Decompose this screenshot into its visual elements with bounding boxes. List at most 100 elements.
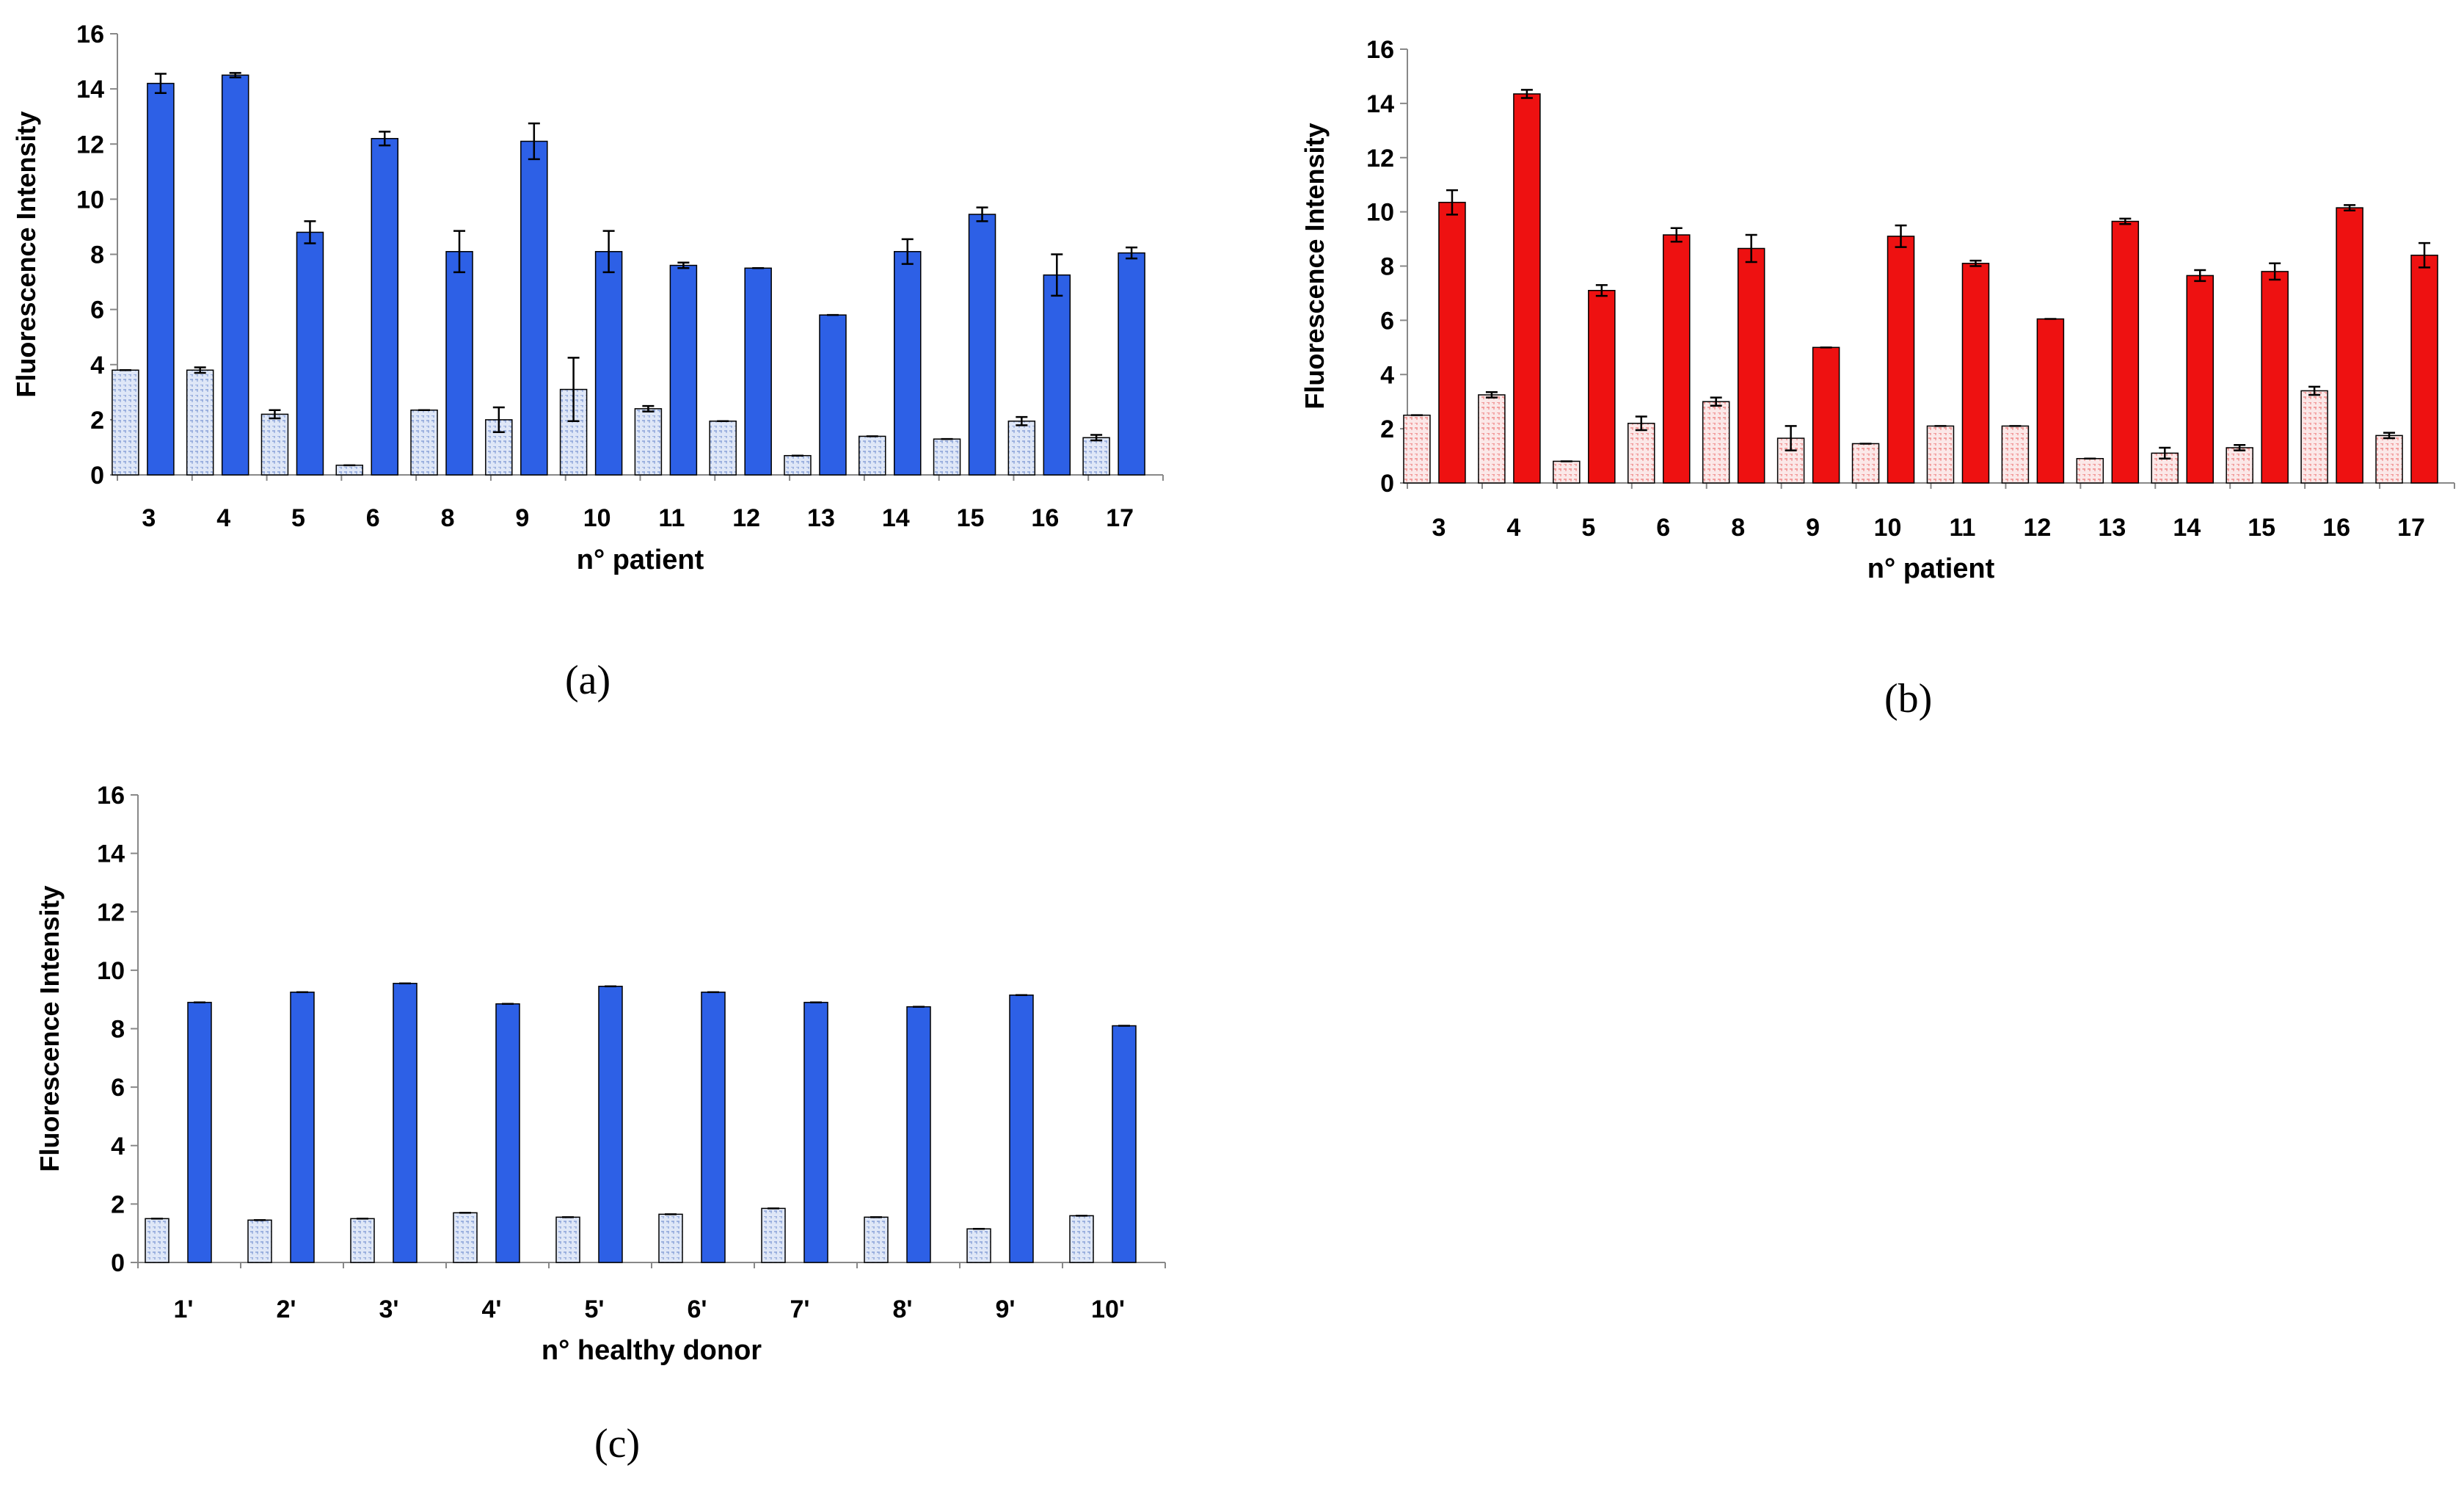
y-axis-title: Fluorescence Intensity: [11, 111, 41, 397]
bar-treated: [1812, 346, 1840, 484]
bar-treated: [296, 231, 324, 476]
y-tick-label: 10: [1366, 199, 1394, 227]
bar-control: [709, 421, 737, 476]
y-tick-label: 8: [1380, 253, 1394, 281]
bar-treated: [1112, 1025, 1137, 1263]
chart-b: 0 2 4 6 8 10 12 14 16 Fluorescence Intensity n° pa…: [1300, 36, 2455, 584]
x-tick-label: 16: [2322, 514, 2350, 542]
bar-control: [247, 1219, 272, 1263]
x-tick-label: 15: [2248, 514, 2275, 542]
x-tick-label: 6: [366, 504, 380, 532]
x-tick-label: 13: [807, 504, 835, 532]
y-tick-label: 4: [90, 352, 104, 379]
bar-control: [453, 1212, 478, 1263]
bar-control: [1082, 437, 1110, 476]
bar-control: [335, 465, 363, 476]
x-tick-label: 9': [996, 1295, 1016, 1323]
bar-treated: [1737, 247, 1765, 484]
x-tick-label: 4: [216, 504, 230, 532]
y-tick-label: 12: [76, 131, 104, 159]
x-axis-title: n° patient: [1867, 553, 1995, 584]
y-tick-label: 10: [76, 186, 104, 214]
bar-control: [2300, 390, 2328, 484]
panel-label-b: (b): [1884, 676, 1933, 722]
bar-control: [966, 1228, 991, 1263]
y-tick-label: 2: [111, 1191, 125, 1218]
y-tick-label: 6: [90, 297, 104, 324]
y-tick-label: 2: [1380, 415, 1394, 443]
bar-control: [658, 1213, 683, 1263]
bar-treated: [598, 986, 623, 1263]
bar-treated: [2336, 207, 2363, 484]
panel-label-a: (a): [565, 658, 611, 703]
bar-treated: [2111, 220, 2140, 484]
y-tick-label: 14: [1366, 90, 1394, 118]
bar-treated: [1513, 93, 1541, 484]
bar-treated: [803, 1001, 828, 1263]
bar-treated: [1588, 289, 1616, 484]
x-tick-label: 6': [688, 1295, 707, 1323]
x-tick-label: 8: [1731, 514, 1745, 542]
y-axis-title: Fluorescence Intensity: [34, 885, 65, 1171]
x-tick-label: 1': [174, 1295, 194, 1323]
bar-control: [112, 369, 139, 476]
bar-control: [2001, 425, 2030, 484]
bar-treated: [1887, 236, 1915, 484]
y-tick-label: 14: [97, 840, 125, 868]
y-tick-label: 0: [111, 1249, 125, 1277]
bar-control: [555, 1216, 580, 1263]
y-axis-title: Fluorescence Intensity: [1300, 123, 1330, 409]
bar-treated: [906, 1006, 931, 1263]
x-tick-label: 7': [790, 1295, 810, 1323]
y-tick-label: 4: [111, 1133, 125, 1160]
x-tick-label: 2': [277, 1295, 296, 1323]
bar-control: [2375, 435, 2403, 484]
bar-treated: [1043, 274, 1071, 476]
x-tick-label: 16: [1031, 504, 1059, 532]
x-tick-label: 10: [583, 504, 611, 532]
x-tick-label: 13: [2098, 514, 2126, 542]
bar-control: [186, 369, 214, 476]
x-tick-label: 8': [893, 1295, 913, 1323]
bar-treated: [819, 314, 847, 476]
y-tick-label: 14: [76, 76, 104, 103]
bar-treated: [221, 74, 249, 476]
bar-treated: [445, 250, 473, 476]
x-tick-label: 3: [1432, 514, 1446, 542]
y-tick-label: 2: [90, 407, 104, 435]
x-axis-title: n° patient: [577, 545, 704, 575]
x-tick-label: 6: [1656, 514, 1670, 542]
x-tick-label: 3: [142, 504, 156, 532]
bar-treated: [968, 214, 996, 476]
bar-treated: [393, 983, 418, 1263]
bar-control: [1926, 425, 1955, 484]
x-tick-label: 17: [2397, 514, 2425, 542]
bar-treated: [187, 1001, 212, 1263]
bar-treated: [1009, 994, 1034, 1263]
bar-control: [260, 413, 289, 476]
bar-treated: [371, 137, 398, 476]
x-tick-label: 5: [1581, 514, 1595, 542]
y-tick-label: 12: [97, 898, 125, 926]
bar-control: [1478, 394, 1506, 484]
bar-treated: [1118, 252, 1145, 476]
x-tick-label: 8: [441, 504, 455, 532]
y-tick-label: 10: [97, 957, 125, 985]
bar-treated: [2410, 254, 2438, 484]
x-tick-label: 11: [658, 504, 685, 532]
y-tick-label: 4: [1380, 361, 1394, 389]
x-tick-label: 10: [1874, 514, 1902, 542]
y-tick-label: 6: [111, 1074, 125, 1102]
x-tick-label: 9: [1806, 514, 1820, 542]
x-tick-label: 14: [2173, 514, 2201, 542]
x-tick-label: 10': [1091, 1295, 1125, 1323]
bar-treated: [894, 250, 922, 476]
y-tick-label: 16: [97, 782, 125, 810]
bar-treated: [290, 991, 315, 1263]
bar-control: [1628, 422, 1655, 484]
x-tick-label: 17: [1106, 504, 1134, 532]
bar-control: [2226, 447, 2253, 484]
chart-a: 0 2 4 6 8 10 12 14 16 Fluorescence Intensity n° pa…: [11, 21, 1164, 575]
x-tick-label: 5': [585, 1295, 605, 1323]
y-tick-label: 12: [1366, 145, 1394, 172]
